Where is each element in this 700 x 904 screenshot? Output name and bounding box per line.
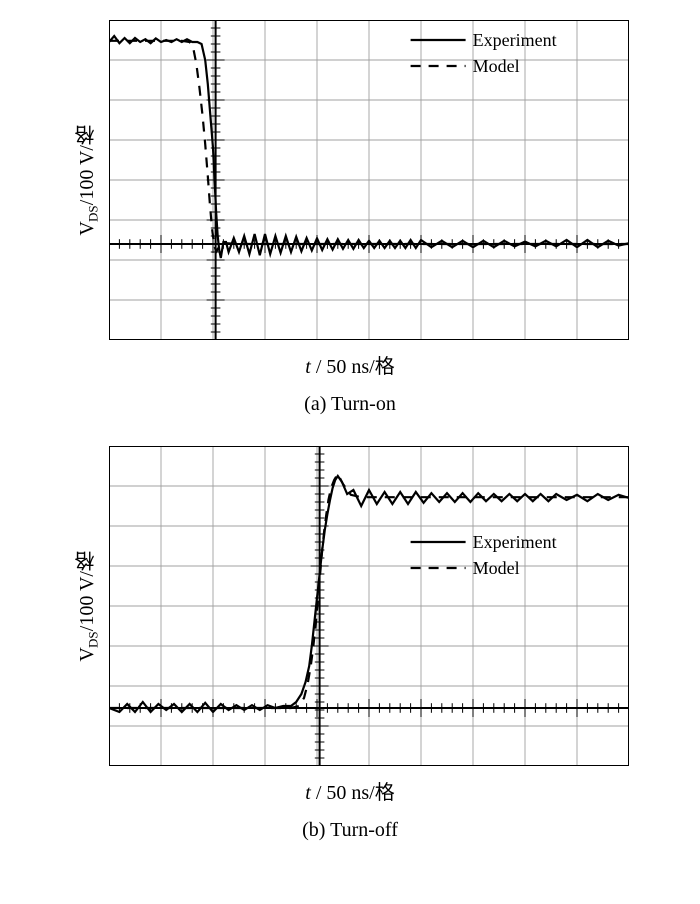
y-label-sub: DS [86, 631, 102, 648]
svg-text:Model: Model [472, 56, 519, 76]
x-label-unit: / 50 ns/格 [311, 356, 395, 378]
chart-a-svg: Experiment Model [109, 20, 629, 340]
y-label-prefix: V [76, 647, 98, 661]
y-label-suffix: /100 V/格 [76, 551, 98, 631]
y-label-suffix: /100 V/格 [76, 125, 98, 205]
y-label-prefix: V [76, 221, 98, 235]
chart-b-caption: (b) Turn-off [302, 819, 398, 842]
figure-turn-on: VDS/100 V/格 ExperimentModel t / 50 ns/格 … [20, 20, 680, 416]
x-label-unit: / 50 ns/格 [311, 782, 395, 804]
chart-b-row: VDS/100 V/格 Experiment Model [72, 446, 629, 766]
figure-turn-off: VDS/100 V/格 ExperimentModel t / 50 ns/格 … [20, 446, 680, 842]
y-label-sub: DS [86, 205, 102, 222]
svg-text:Experiment: Experiment [472, 30, 556, 50]
chart-a-row: VDS/100 V/格 Experiment Model [72, 20, 629, 340]
svg-text:Experiment: Experiment [472, 532, 556, 552]
chart-b-x-label: t / 50 ns/格 [305, 776, 394, 805]
chart-b-y-label: VDS/100 V/格 [72, 551, 101, 662]
chart-a-y-label: VDS/100 V/格 [72, 125, 101, 236]
chart-b-svg: Experiment Model [109, 446, 629, 766]
chart-a-x-label: t / 50 ns/格 [305, 350, 394, 379]
chart-a-caption: (a) Turn-on [304, 393, 396, 416]
svg-text:Model: Model [472, 558, 519, 578]
